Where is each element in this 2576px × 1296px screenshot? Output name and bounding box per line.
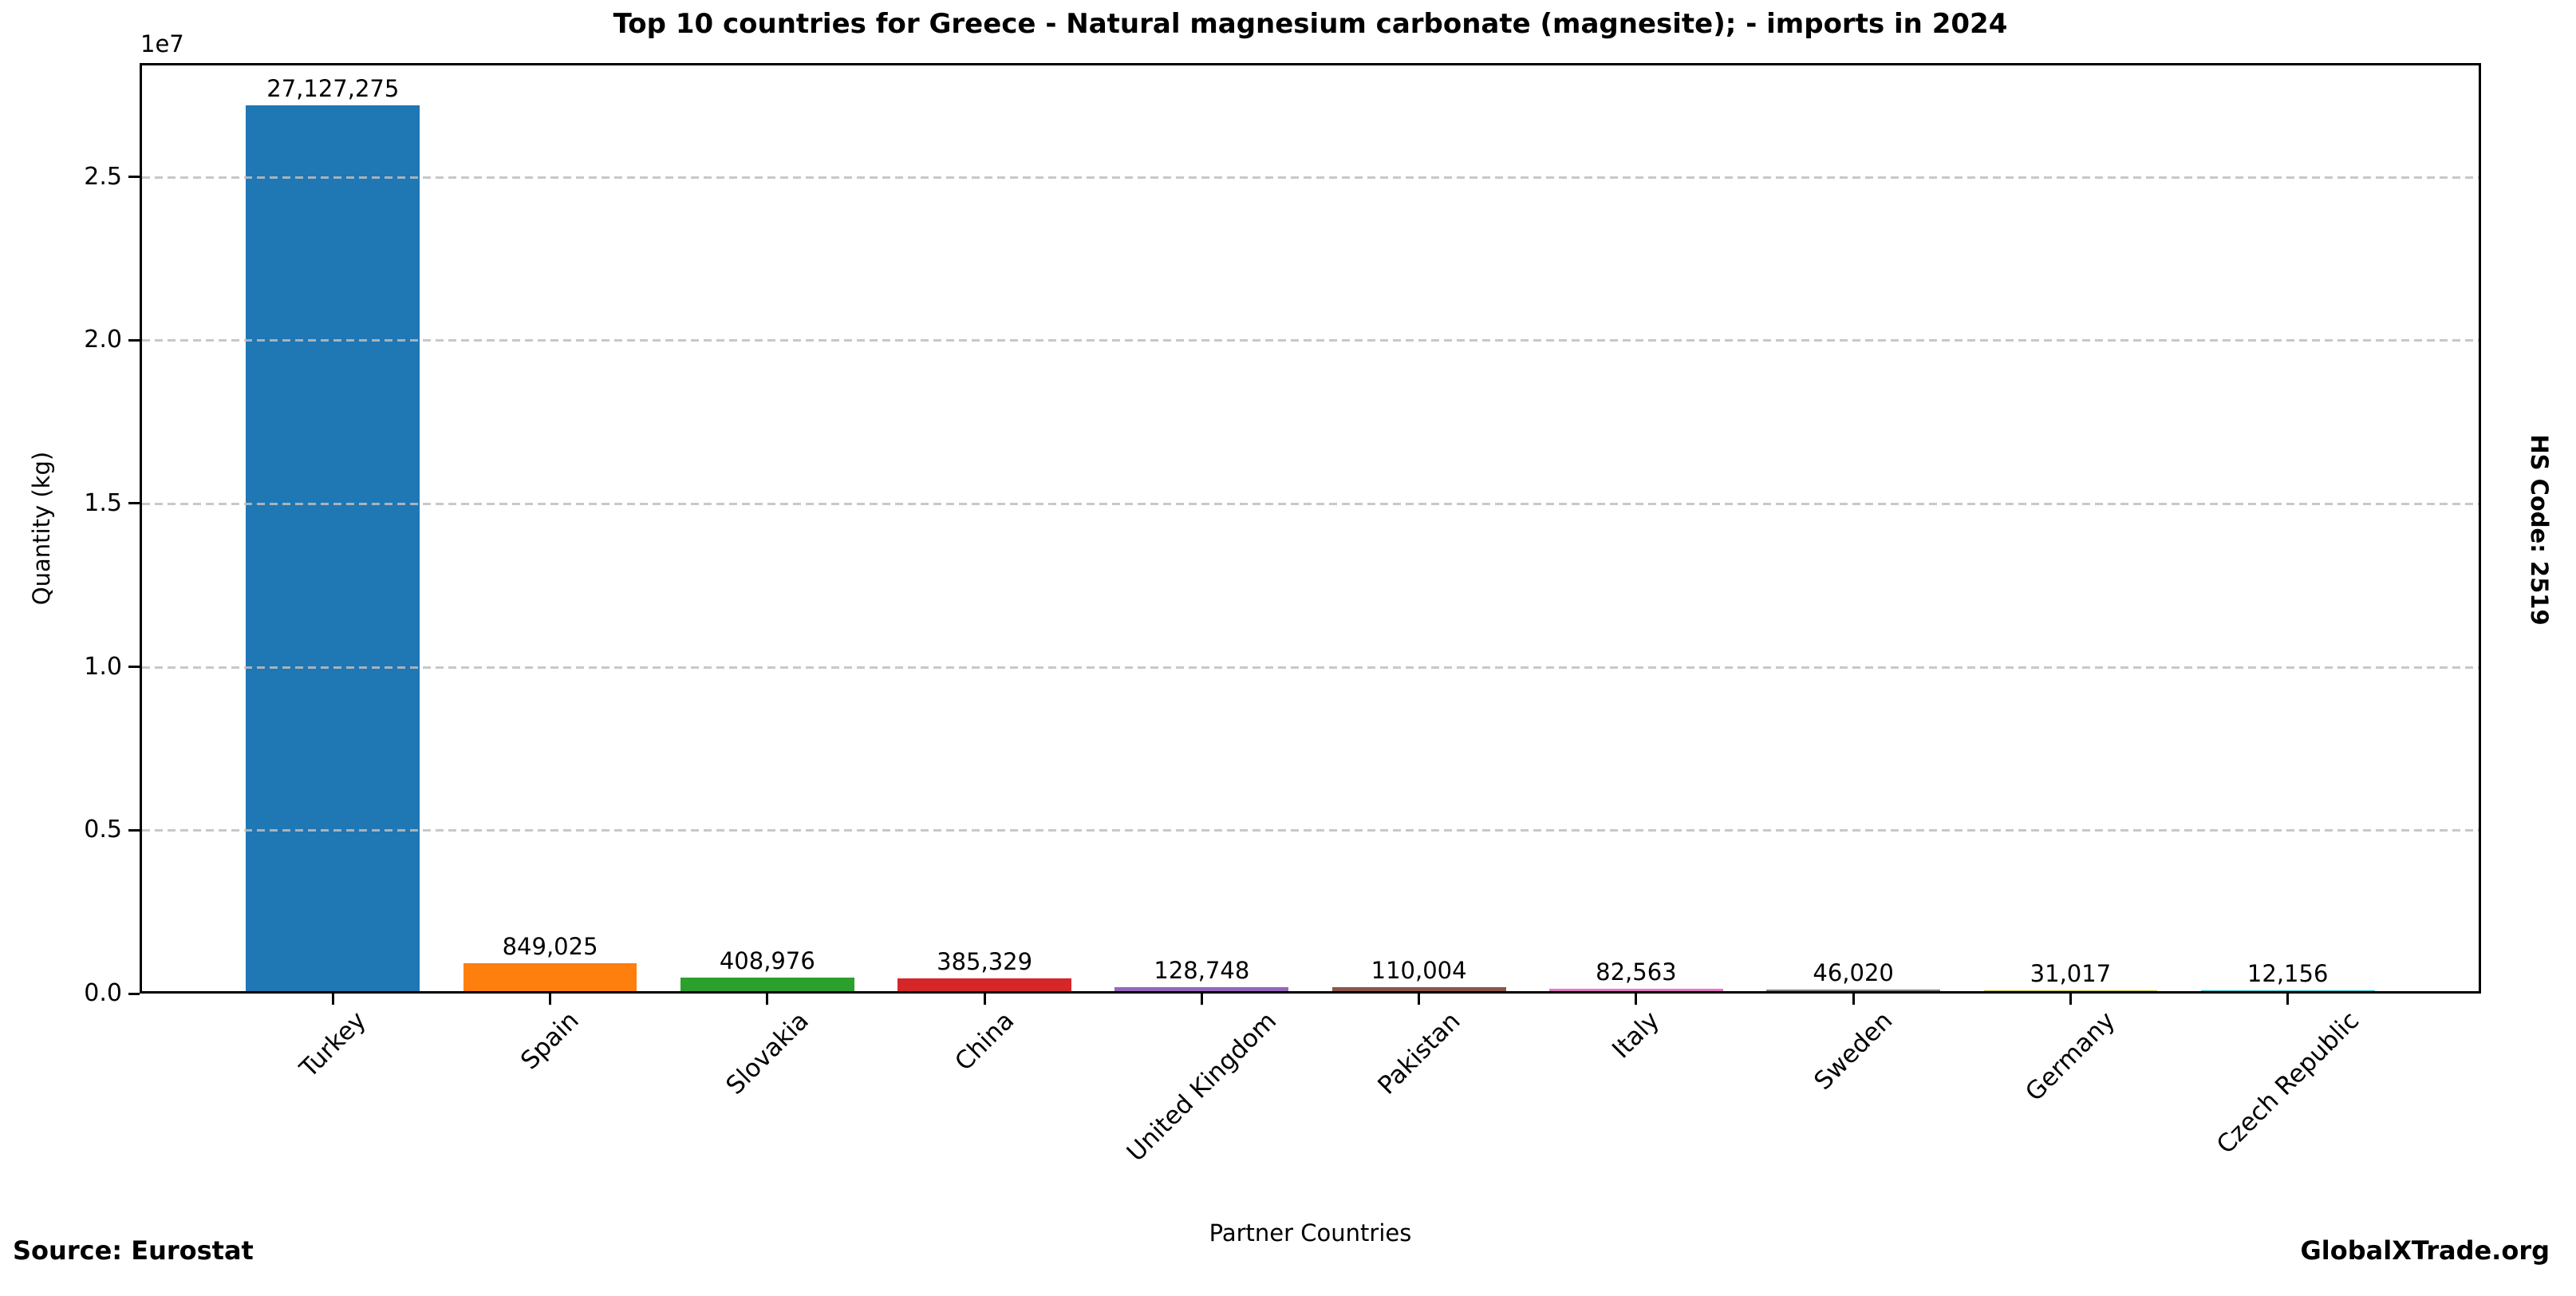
y-tick-label: 0.5 <box>84 816 122 844</box>
gridline <box>142 176 2479 179</box>
x-tick-label: Italy <box>1607 1006 1666 1065</box>
x-tick-label: Germany <box>2020 1006 2121 1108</box>
y-tick-mark <box>128 338 140 342</box>
y-tick-mark <box>128 176 140 179</box>
x-tick-mark <box>549 994 552 1005</box>
x-tick-mark <box>1200 994 1203 1005</box>
x-tick-mark <box>983 994 986 1005</box>
chart-title: Top 10 countries for Greece - Natural ma… <box>613 8 2008 40</box>
bar-value-label: 82,563 <box>1596 958 1677 986</box>
bar-value-label: 12,156 <box>2247 960 2329 987</box>
y-tick-mark <box>128 828 140 832</box>
y-axis-title: Quantity (kg) <box>28 451 55 606</box>
bar-value-label: 128,748 <box>1154 957 1250 984</box>
y-tick-label: 2.0 <box>84 326 122 354</box>
bar-value-label: 31,017 <box>2030 960 2112 987</box>
x-tick-mark <box>2069 994 2072 1005</box>
x-tick-label: Sweden <box>1808 1006 1898 1096</box>
bar-value-label: 27,127,275 <box>266 75 400 102</box>
bar-value-label: 110,004 <box>1371 957 1467 984</box>
bar-italy <box>1548 989 1723 991</box>
plot-area <box>140 63 2481 994</box>
bar-value-label: 849,025 <box>502 933 598 960</box>
x-tick-label: Slovakia <box>720 1006 815 1100</box>
bar-germany <box>1983 990 2158 991</box>
x-tick-mark <box>331 994 334 1005</box>
gridline <box>142 829 2479 832</box>
bar-united-kingdom <box>1114 987 1289 991</box>
hs-code-label: HS Code: 2519 <box>2526 434 2553 626</box>
bar-spain <box>463 963 637 991</box>
x-tick-label: Turkey <box>294 1006 372 1084</box>
bar-value-label: 408,976 <box>719 947 815 974</box>
y-tick-mark <box>128 502 140 505</box>
x-tick-mark <box>1635 994 1638 1005</box>
x-tick-label: China <box>949 1006 1020 1077</box>
bar-china <box>897 978 1071 991</box>
brand-watermark: GlobalXTrade.org <box>2300 1235 2550 1266</box>
y-tick-mark <box>128 666 140 669</box>
x-tick-mark <box>1852 994 1855 1005</box>
bar-sweden <box>1766 990 1941 991</box>
bar-value-label: 46,020 <box>1813 959 1894 986</box>
bar-slovakia <box>680 978 854 991</box>
gridline <box>142 339 2479 342</box>
x-tick-mark <box>766 994 769 1005</box>
gridline <box>142 502 2479 505</box>
bar-czech-republic <box>2200 990 2375 991</box>
x-tick-label: Czech Republic <box>2211 1006 2365 1160</box>
x-tick-label: United Kingdom <box>1121 1006 1282 1168</box>
y-axis-offset-label: 1e7 <box>140 30 184 57</box>
y-tick-label: 2.5 <box>84 162 122 191</box>
bar-value-label: 385,329 <box>937 948 1033 975</box>
x-tick-label: Pakistan <box>1371 1006 1466 1100</box>
bar-pakistan <box>1331 987 1506 991</box>
y-tick-label: 1.0 <box>84 652 122 681</box>
bar-turkey <box>246 105 420 991</box>
x-tick-label: Spain <box>515 1006 585 1076</box>
x-tick-mark <box>1418 994 1421 1005</box>
y-tick-mark <box>128 992 140 995</box>
x-tick-mark <box>2286 994 2290 1005</box>
y-tick-label: 1.5 <box>84 488 122 517</box>
x-axis-title: Partner Countries <box>1209 1219 1412 1247</box>
y-tick-label: 0.0 <box>84 979 122 1007</box>
source-note: Source: Eurostat <box>13 1235 254 1266</box>
gridline <box>142 666 2479 669</box>
